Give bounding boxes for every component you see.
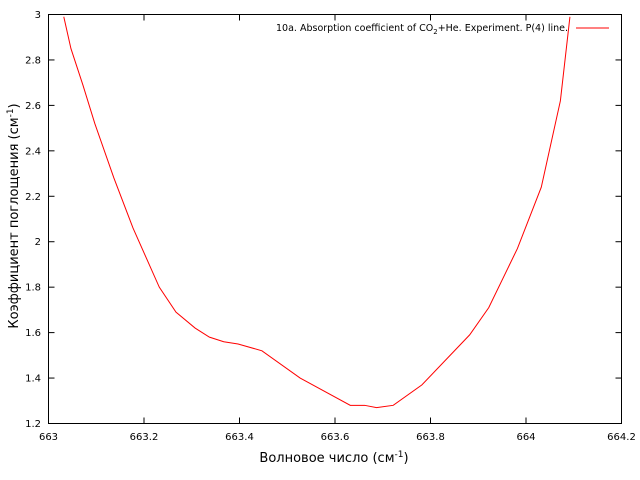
x-axis-title: Волновое число (см-1) (259, 450, 408, 466)
series-line-co2-he (63, 16, 571, 409)
y-tick-label: 2 (35, 237, 41, 248)
y-tick-label: 2.6 (25, 101, 41, 112)
legend: 10a. Absorption coefficient of CO2+He. E… (276, 23, 609, 36)
y-tick-label: 2.8 (25, 55, 41, 66)
x-tick-label: 664.2 (607, 432, 636, 443)
legend-label: 10a. Absorption coefficient of CO2+He. E… (276, 23, 568, 36)
x-tick-label: 663.4 (225, 432, 254, 443)
y-tick-label: 3 (35, 10, 41, 21)
x-tick-label: 663.8 (416, 432, 445, 443)
plot-border (48, 14, 622, 424)
y-tick-label: 2.2 (25, 192, 41, 203)
y-tick-label: 1.4 (25, 374, 41, 385)
x-tick-label: 663.6 (321, 432, 350, 443)
x-tick-label: 663.2 (130, 432, 159, 443)
y-tick-label: 1.6 (25, 328, 41, 339)
y-tick-label: 2.4 (25, 146, 41, 157)
plot-frame (48, 14, 622, 424)
x-tick-label: 663 (39, 432, 58, 443)
x-tick-label: 664 (516, 432, 535, 443)
y-tick-label: 1.8 (25, 283, 41, 294)
y-axis-title: Коэффициент поглощения (см-1) (6, 103, 22, 328)
axis-ticks (48, 14, 622, 424)
y-tick-label: 1.2 (25, 419, 41, 430)
axis-tick-labels: 663 663.2 663.4 663.6 663.8 664 664.2 1.2 1.4 1.6… (25, 10, 636, 443)
